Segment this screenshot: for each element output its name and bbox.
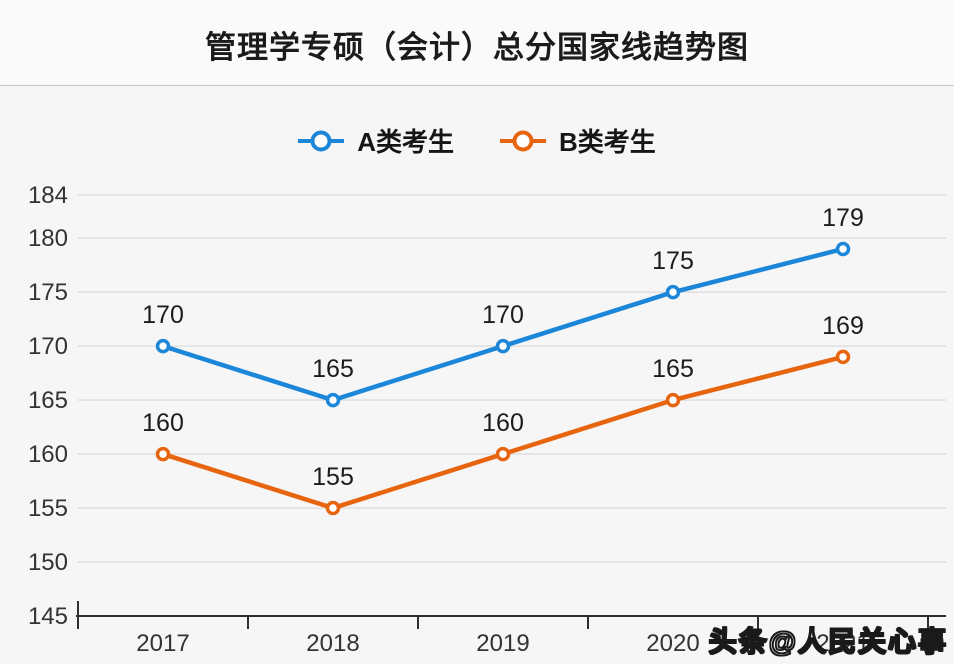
data-point-marker xyxy=(325,392,341,408)
data-point-marker xyxy=(495,338,511,354)
legend: A类考生 B类考生 xyxy=(0,122,954,159)
data-label: 170 xyxy=(482,301,524,329)
data-label: 165 xyxy=(312,355,354,383)
x-tick-label: 2018 xyxy=(306,630,359,657)
y-tick-label: 160 xyxy=(28,441,68,468)
y-tick-label: 170 xyxy=(28,333,68,360)
data-point-marker xyxy=(665,392,681,408)
y-tick-label: 165 xyxy=(28,387,68,414)
title-area-background xyxy=(0,0,954,85)
data-point-marker xyxy=(155,446,171,462)
chart-title: 管理学专硕（会计）总分国家线趋势图 xyxy=(205,30,749,65)
y-tick-label: 180 xyxy=(28,225,68,252)
y-tick-label: 175 xyxy=(28,279,68,306)
legend-item: A类考生 xyxy=(298,122,454,159)
x-tick-label: 2020 xyxy=(646,630,699,657)
data-label: 169 xyxy=(822,312,864,340)
y-tick-label: 145 xyxy=(28,603,68,630)
data-label: 160 xyxy=(142,409,184,437)
legend-marker-icon xyxy=(298,130,345,151)
data-point-marker xyxy=(495,446,511,462)
legend-label: A类考生 xyxy=(357,127,454,157)
data-point-marker xyxy=(835,241,851,257)
data-point-marker xyxy=(155,338,171,354)
data-label: 165 xyxy=(652,355,694,383)
legend-item: B类考生 xyxy=(500,122,656,159)
watermark: 头条@人民关心事 xyxy=(708,625,948,658)
y-tick-label: 155 xyxy=(28,495,68,522)
data-label: 170 xyxy=(142,301,184,329)
x-tick-label: 2017 xyxy=(136,630,189,657)
legend-label: B类考生 xyxy=(559,127,656,157)
data-label: 160 xyxy=(482,409,524,437)
data-label: 179 xyxy=(822,204,864,232)
y-tick-label: 150 xyxy=(28,549,68,576)
x-tick-label: 2021 xyxy=(816,630,869,657)
data-point-marker xyxy=(665,284,681,300)
data-label: 175 xyxy=(652,247,694,275)
x-tick-label: 2019 xyxy=(476,630,529,657)
title-divider xyxy=(0,85,954,86)
data-point-marker xyxy=(835,349,851,365)
y-tick-label: 184 xyxy=(28,182,68,209)
legend-marker-icon xyxy=(500,130,546,151)
data-label: 155 xyxy=(312,463,354,491)
data-point-marker xyxy=(325,500,341,516)
